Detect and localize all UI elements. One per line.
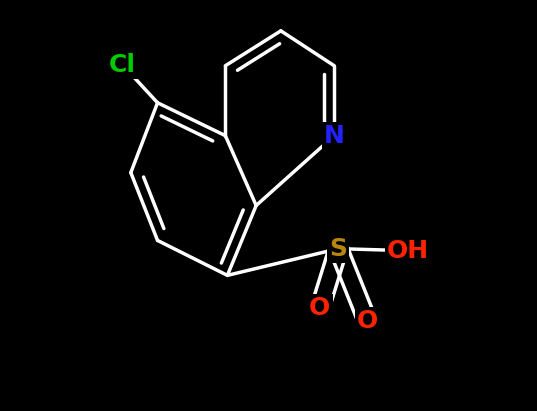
Text: OH: OH	[387, 239, 429, 263]
Text: S: S	[329, 237, 347, 261]
Text: O: O	[357, 309, 378, 332]
Text: N: N	[324, 124, 345, 148]
Text: Cl: Cl	[109, 53, 136, 77]
Text: O: O	[309, 296, 330, 320]
